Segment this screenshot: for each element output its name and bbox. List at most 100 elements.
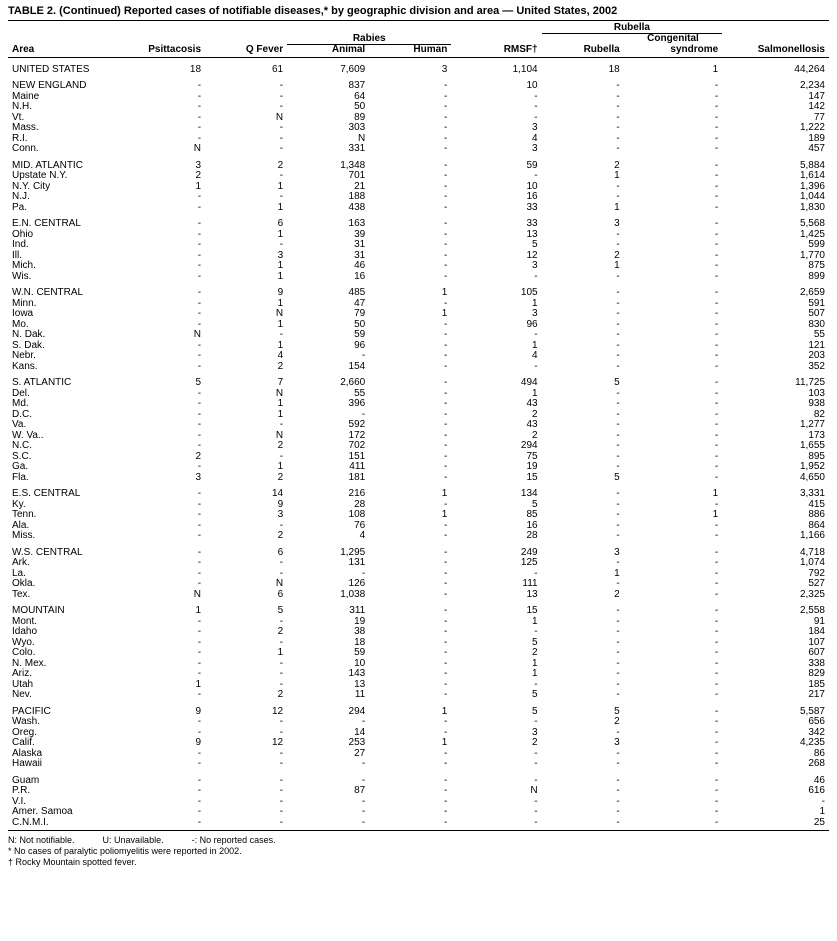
- cell: -: [123, 75, 205, 92]
- cell: Ariz.: [8, 669, 123, 680]
- table-row: Ky.-928-5--415: [8, 500, 829, 511]
- cell: -: [369, 797, 451, 808]
- cell: -: [542, 320, 624, 331]
- table-row: Minn.-147-1--591: [8, 299, 829, 310]
- table-row: Miss.-24-28--1,166: [8, 531, 829, 542]
- cell: 2: [205, 362, 287, 373]
- cell: -: [542, 341, 624, 352]
- cell: Tex.: [8, 590, 123, 601]
- table-row: Wash.-----2-656: [8, 717, 829, 728]
- cell: -: [624, 521, 723, 532]
- table-row: P.R.--87-N--616: [8, 786, 829, 797]
- cell: -: [369, 786, 451, 797]
- cell: -: [123, 431, 205, 442]
- cell: -: [369, 441, 451, 452]
- cell: -: [624, 75, 723, 92]
- table-row: N. Mex.--10-1--338: [8, 659, 829, 670]
- cell: 27: [287, 749, 369, 760]
- cell: -: [369, 123, 451, 134]
- cell: -: [542, 389, 624, 400]
- cell: -: [287, 807, 369, 818]
- table-title: TABLE 2. (Continued) Reported cases of n…: [8, 6, 829, 18]
- cell: -: [369, 182, 451, 193]
- cell: -: [369, 171, 451, 182]
- cell: 1: [369, 701, 451, 718]
- cell: -: [205, 759, 287, 770]
- table-row: Conn.N-331-3--457: [8, 144, 829, 155]
- cell: 875: [722, 261, 829, 272]
- cell: -: [205, 144, 287, 155]
- cell: -: [624, 701, 723, 718]
- cell: 1,830: [722, 203, 829, 214]
- cell: -: [123, 240, 205, 251]
- cell: Mich.: [8, 261, 123, 272]
- table-row: Upstate N.Y.2-701--1-1,614: [8, 171, 829, 182]
- cell: -: [369, 399, 451, 410]
- cell: 1: [624, 59, 723, 76]
- super-rubella: Rubella: [542, 23, 723, 34]
- cell: 13: [451, 590, 541, 601]
- cell: 46: [722, 770, 829, 787]
- col-header: Animal: [287, 45, 369, 56]
- cell: 3: [542, 213, 624, 230]
- cell: -: [542, 770, 624, 787]
- cell: 4,650: [722, 473, 829, 484]
- cell: -: [624, 155, 723, 172]
- cell: -: [205, 669, 287, 680]
- cell: 1: [451, 341, 541, 352]
- cell: -: [123, 749, 205, 760]
- cell: Wash.: [8, 717, 123, 728]
- table-row: Ohio-139-13--1,425: [8, 230, 829, 241]
- cell: -: [123, 192, 205, 203]
- cell: 1: [369, 282, 451, 299]
- cell: -: [624, 531, 723, 542]
- cell: -: [624, 113, 723, 124]
- footnotes: N: Not notifiable.U: Unavailable.-: No r…: [8, 835, 829, 867]
- table-row: Nev.-211-5--217: [8, 690, 829, 701]
- cell: 1,104: [451, 59, 541, 76]
- cell: -: [123, 282, 205, 299]
- cell: -: [624, 759, 723, 770]
- cell: 599: [722, 240, 829, 251]
- cell: -: [624, 123, 723, 134]
- cell: -: [451, 330, 541, 341]
- cell: -: [624, 717, 723, 728]
- cell: -: [624, 579, 723, 590]
- cell: -: [123, 638, 205, 649]
- cell: -: [205, 123, 287, 134]
- cell: -: [123, 441, 205, 452]
- cell: -: [542, 483, 624, 500]
- cell: 1: [205, 462, 287, 473]
- cell: UNITED STATES: [8, 59, 123, 76]
- cell: 143: [287, 669, 369, 680]
- cell: 2: [542, 251, 624, 262]
- cell: 125: [451, 558, 541, 569]
- cell: 837: [287, 75, 369, 92]
- cell: -: [369, 807, 451, 818]
- cell: -: [624, 786, 723, 797]
- cell: 6: [205, 590, 287, 601]
- cell: -: [123, 797, 205, 808]
- cell: S. ATLANTIC: [8, 372, 123, 389]
- cell: -: [123, 786, 205, 797]
- cell: 15: [451, 600, 541, 617]
- cell: -: [287, 759, 369, 770]
- cell: 294: [451, 441, 541, 452]
- cell: -: [369, 144, 451, 155]
- cell: -: [542, 669, 624, 680]
- cell: -: [287, 351, 369, 362]
- cell: 1,952: [722, 462, 829, 473]
- super-rabies: Rabies: [287, 34, 451, 45]
- cell: -: [624, 690, 723, 701]
- cell: 105: [451, 282, 541, 299]
- table-row: Mo.-150-96--830: [8, 320, 829, 331]
- cell: 50: [287, 102, 369, 113]
- cell: -: [205, 659, 287, 670]
- cell: 1,222: [722, 123, 829, 134]
- cell: 830: [722, 320, 829, 331]
- cell: 2: [123, 452, 205, 463]
- footnote-legend: N: Not notifiable.: [8, 835, 75, 846]
- cell: -: [123, 420, 205, 431]
- cell: -: [542, 627, 624, 638]
- table-row: Wis.-116----899: [8, 272, 829, 283]
